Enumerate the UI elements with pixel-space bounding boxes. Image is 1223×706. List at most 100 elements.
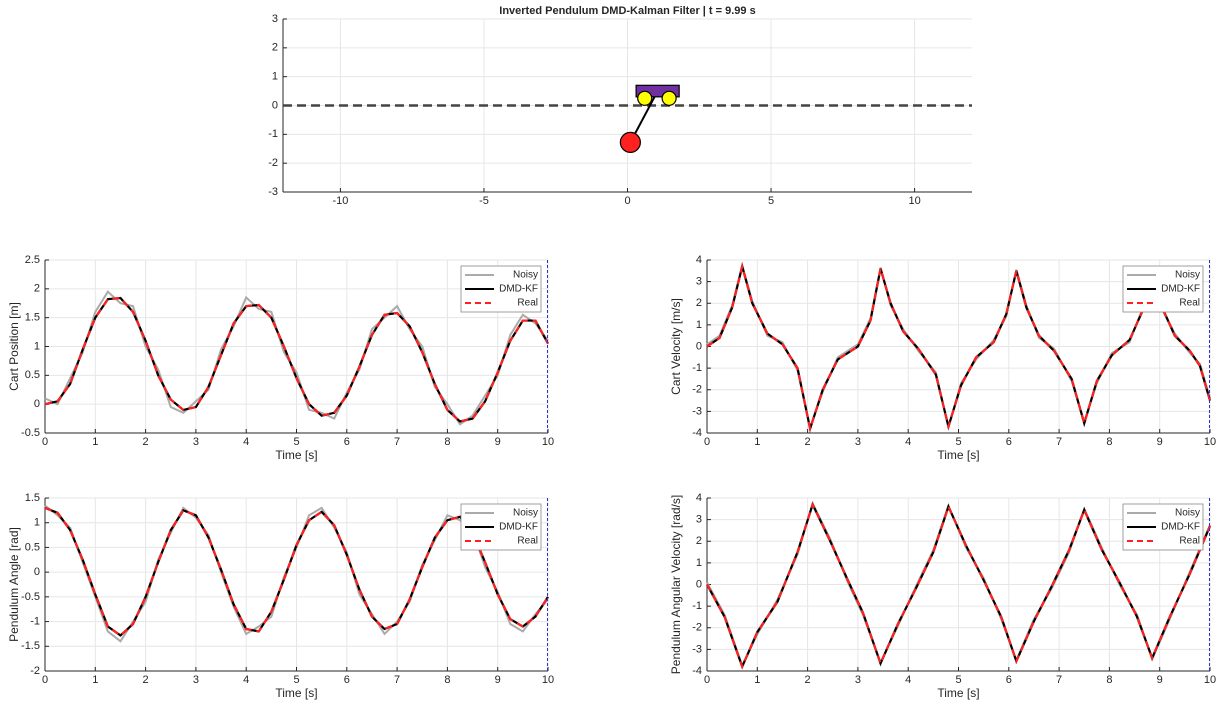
x-tick-label: 5 [955,674,961,686]
legend-label: DMD-KF [499,522,538,533]
x-tick-label: 3 [855,436,861,448]
y-tick-label: 2 [696,297,702,309]
x-tick-label: 7 [394,436,400,448]
y-tick-label: 3 [696,276,702,288]
x-tick-label: 0 [42,674,48,686]
x-tick-label: 10 [908,195,920,207]
x-tick-label: 1 [754,674,760,686]
y-tick-label: 0 [272,99,278,111]
legend-label: Real [517,298,538,309]
x-tick-label: 5 [955,436,961,448]
x-tick-label: 8 [444,674,450,686]
x-tick-label: 10 [542,436,554,448]
x-tick-label: 2 [143,674,149,686]
x-tick-label: 1 [92,436,98,448]
wheel [662,91,676,105]
y-tick-label: 4 [696,254,702,266]
y-tick-label: -0.5 [21,427,40,439]
y-tick-label: 0 [696,578,702,590]
y-tick-label: 3 [272,13,278,25]
x-tick-label: 9 [495,674,501,686]
axes: 012345678910-2-1.5-1-0.500.511.5Time [s]… [7,492,554,700]
x-axis-label: Time [s] [937,448,979,462]
y-tick-label: -3 [692,405,702,417]
y-tick-label: -3 [268,186,278,198]
wheel [638,91,652,105]
y-tick-label: 3 [696,514,702,526]
y-tick-label: 1 [696,557,702,569]
x-tick-label: -10 [332,195,348,207]
y-tick-label: 1.5 [25,492,40,504]
y-tick-label: 1 [34,517,40,529]
y-tick-label: -2 [692,384,702,396]
y-tick-label: -4 [692,427,702,439]
x-tick-label: 0 [704,436,710,448]
x-tick-label: 8 [1106,436,1112,448]
y-tick-label: -1.5 [21,640,40,652]
y-tick-label: 0.5 [25,369,40,381]
legend-label: DMD-KF [1161,522,1200,533]
y-tick-label: 0 [34,398,40,410]
x-tick-label: 10 [1204,436,1216,448]
x-tick-label: 9 [1157,436,1163,448]
y-tick-label: -1 [692,600,702,612]
x-tick-label: 10 [542,674,554,686]
y-tick-label: 0 [34,566,40,578]
y-tick-label: -2 [692,622,702,634]
x-tick-label: 3 [193,436,199,448]
x-tick-label: 7 [1056,436,1062,448]
y-tick-label: -3 [692,643,702,655]
x-tick-label: 5 [293,674,299,686]
x-tick-label: 7 [394,674,400,686]
x-tick-label: 1 [92,674,98,686]
y-tick-label: 1 [272,71,278,83]
x-tick-label: 6 [344,436,350,448]
y-tick-label: -2 [30,665,40,677]
legend-label: Noisy [1175,270,1200,281]
chart-title: Inverted Pendulum DMD-Kalman Filter | t … [499,5,755,17]
y-tick-label: 4 [696,492,702,504]
x-tick-label: 9 [1157,674,1163,686]
y-tick-label: -1 [268,128,278,140]
y-axis-label: Pendulum Angular Velocity [rad/s] [669,495,683,674]
y-tick-label: 0.5 [25,541,40,553]
y-tick-label: -2 [268,157,278,169]
x-tick-label: 8 [444,436,450,448]
y-tick-label: 0 [696,340,702,352]
y-axis-label: Cart Position [m] [7,302,21,391]
x-tick-label: 2 [805,674,811,686]
y-tick-label: -1 [30,615,40,627]
x-axis-label: Time [s] [937,686,979,700]
y-tick-label: 2 [272,42,278,54]
x-tick-label: 6 [344,674,350,686]
figure: -10-50510-3-2-10123Inverted Pendulum DMD… [0,0,1223,706]
legend-label: Real [1179,298,1200,309]
axes: 012345678910-4-3-2-101234Time [s]Cart Ve… [669,254,1216,462]
x-axis-label: Time [s] [275,448,317,462]
x-tick-label: 0 [42,436,48,448]
x-tick-label: 3 [193,674,199,686]
y-tick-label: 1 [696,319,702,331]
x-tick-label: 10 [1204,674,1216,686]
legend-label: Noisy [513,508,538,519]
x-tick-label: 8 [1106,674,1112,686]
x-tick-label: 2 [805,436,811,448]
y-tick-label: -0.5 [21,591,40,603]
y-tick-label: 2.5 [25,254,40,266]
bob [620,132,640,152]
x-tick-label: 0 [704,674,710,686]
y-tick-label: -1 [692,362,702,374]
x-tick-label: 5 [768,195,774,207]
x-tick-label: 5 [293,436,299,448]
y-tick-label: -4 [692,665,702,677]
x-tick-label: 6 [1006,674,1012,686]
legend-label: Real [517,536,538,547]
x-tick-label: 9 [495,436,501,448]
y-axis-label: Pendulum Angle [rad] [7,527,21,642]
legend-label: DMD-KF [1161,284,1200,295]
y-tick-label: 1 [34,340,40,352]
x-tick-label: 4 [905,436,911,448]
